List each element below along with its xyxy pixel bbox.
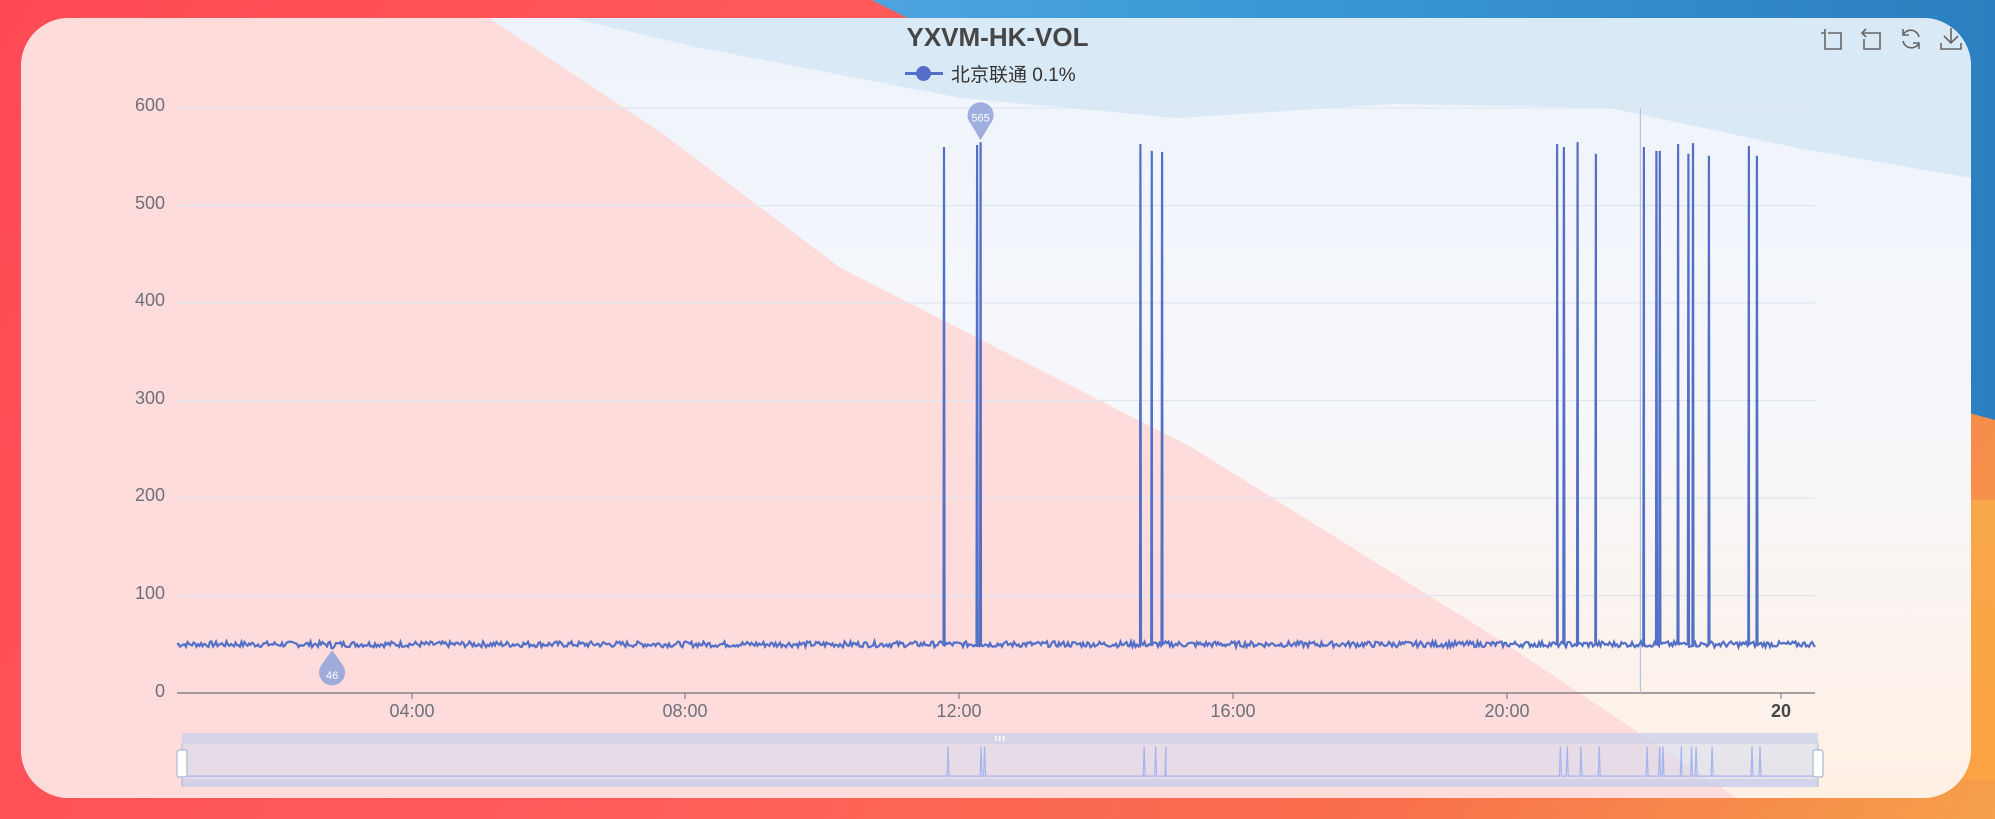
data-zoom-handle-left[interactable] <box>176 743 188 787</box>
y-tick-label: 400 <box>134 290 165 310</box>
chart-card <box>21 18 1971 798</box>
x-tick-label: 12:00 <box>936 701 982 721</box>
series-line <box>176 142 1816 651</box>
svg-text:565: 565 <box>971 112 989 124</box>
x-tick-label: 08:00 <box>662 701 708 721</box>
mark-point-pin-min[interactable]: 46 <box>319 650 346 686</box>
mark-point-pin[interactable]: 565 <box>967 102 994 141</box>
y-tick-label: 500 <box>134 193 165 213</box>
legend-line-dot-icon <box>905 64 943 82</box>
save-image-icon[interactable] <box>1938 26 1964 52</box>
legend-label: 北京联通 0.1% <box>951 64 1076 86</box>
y-tick-label: 600 <box>134 95 165 115</box>
x-tick-label: 04:00 <box>389 701 435 721</box>
data-zoom-slider[interactable] <box>176 733 1824 787</box>
y-tick-label: 300 <box>134 388 165 408</box>
x-tick-label: 20:00 <box>1484 701 1530 721</box>
x-tick-label: 16:00 <box>1210 701 1256 721</box>
chart-title: YXVM-HK-VOL <box>906 22 1089 52</box>
data-zoom-handle-right[interactable] <box>1812 743 1824 787</box>
x-tick-label-day: 20 <box>1770 701 1792 721</box>
legend-item[interactable]: 北京联通 0.1% <box>905 60 1076 86</box>
y-tick-label: 100 <box>134 583 165 603</box>
toolbox <box>1818 26 1964 52</box>
svg-text:46: 46 <box>326 670 338 682</box>
y-tick-label: 0 <box>154 681 165 701</box>
zoom-select-icon[interactable] <box>1818 26 1844 52</box>
zoom-reset-icon[interactable] <box>1858 26 1884 52</box>
y-tick-label: 200 <box>134 485 165 505</box>
restore-icon[interactable] <box>1898 26 1924 52</box>
